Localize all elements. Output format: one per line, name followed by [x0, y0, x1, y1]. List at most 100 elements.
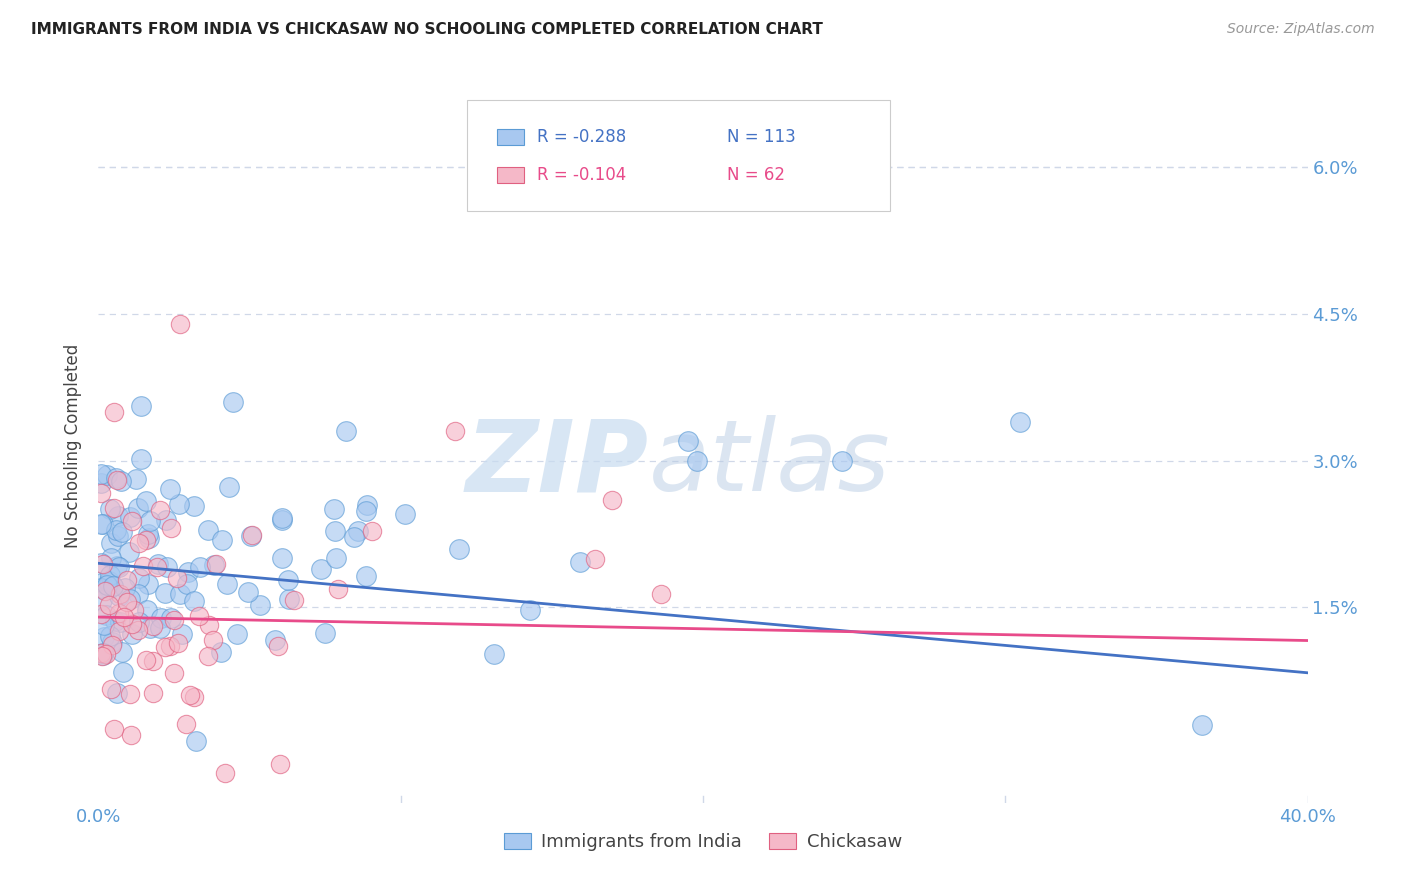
Point — [90, 517, 112, 532]
Point — [309, 562, 332, 576]
Point — [354, 569, 377, 583]
Point — [1191, 717, 1213, 731]
Point — [602, 492, 624, 507]
Point — [155, 514, 177, 528]
Point — [153, 640, 176, 654]
Point — [91, 557, 114, 571]
Point — [149, 621, 172, 635]
Point — [142, 686, 165, 700]
Point — [323, 502, 346, 516]
Point — [101, 635, 124, 649]
Point — [98, 598, 121, 612]
Point — [118, 545, 141, 559]
Point — [128, 615, 150, 629]
Point — [138, 577, 160, 591]
Point — [197, 649, 219, 664]
Point — [568, 555, 591, 569]
Point — [201, 633, 224, 648]
Point — [98, 501, 121, 516]
Point — [90, 486, 112, 500]
Point — [90, 475, 112, 490]
Point — [211, 533, 233, 548]
Point — [163, 666, 186, 681]
Point — [138, 531, 160, 545]
Point — [93, 517, 115, 532]
Point — [236, 585, 259, 599]
Point — [146, 559, 169, 574]
Point — [323, 524, 346, 538]
Point — [686, 453, 709, 467]
Point — [249, 598, 271, 612]
Point — [91, 648, 114, 663]
FancyBboxPatch shape — [498, 167, 524, 183]
Point — [103, 405, 125, 419]
Point — [135, 533, 157, 548]
Point — [127, 623, 149, 637]
Point — [108, 615, 131, 629]
Point — [90, 581, 112, 595]
Point — [105, 559, 128, 574]
Point — [394, 507, 416, 521]
Point — [278, 592, 301, 607]
Point — [150, 611, 173, 625]
Point — [114, 582, 136, 596]
Point — [96, 647, 118, 661]
Point — [283, 592, 305, 607]
Point — [136, 526, 159, 541]
Point — [271, 513, 294, 527]
Point — [90, 576, 112, 591]
Point — [107, 529, 129, 543]
Point — [177, 565, 200, 579]
Point — [93, 630, 115, 644]
Point — [172, 627, 194, 641]
Point — [122, 603, 145, 617]
Point — [209, 645, 232, 659]
Point — [129, 399, 152, 413]
Point — [146, 557, 169, 571]
Legend: Immigrants from India, Chickasaw: Immigrants from India, Chickasaw — [496, 825, 910, 858]
Point — [269, 756, 291, 771]
Point — [676, 434, 699, 449]
Point — [169, 317, 191, 331]
Point — [156, 559, 179, 574]
Point — [484, 647, 506, 661]
Point — [131, 559, 153, 574]
Point — [519, 603, 541, 617]
Point — [187, 608, 209, 623]
Point — [121, 514, 143, 528]
Point — [142, 618, 165, 632]
Point — [167, 497, 190, 511]
Text: N = 113: N = 113 — [727, 128, 796, 146]
Point — [160, 610, 183, 624]
Point — [183, 499, 205, 513]
Point — [127, 501, 149, 516]
Point — [91, 593, 114, 607]
Text: atlas: atlas — [648, 416, 890, 512]
Point — [110, 474, 132, 488]
Point — [183, 690, 205, 704]
Point — [104, 523, 127, 537]
Point — [360, 524, 382, 539]
Point — [115, 573, 138, 587]
Point — [831, 453, 853, 467]
Point — [188, 559, 211, 574]
Point — [169, 587, 191, 601]
Point — [174, 716, 197, 731]
Point — [271, 511, 294, 525]
Text: Source: ZipAtlas.com: Source: ZipAtlas.com — [1227, 22, 1375, 37]
Point — [217, 576, 239, 591]
Point — [112, 610, 135, 624]
Point — [240, 528, 263, 542]
Point — [139, 621, 162, 635]
Text: ZIP: ZIP — [465, 416, 648, 512]
Point — [183, 593, 205, 607]
Point — [121, 627, 143, 641]
Point — [105, 686, 128, 700]
Text: N = 62: N = 62 — [727, 166, 785, 184]
Point — [110, 645, 132, 659]
Point — [101, 579, 124, 593]
Point — [240, 529, 263, 543]
Point — [335, 425, 357, 439]
Point — [159, 639, 181, 653]
Point — [96, 577, 118, 591]
